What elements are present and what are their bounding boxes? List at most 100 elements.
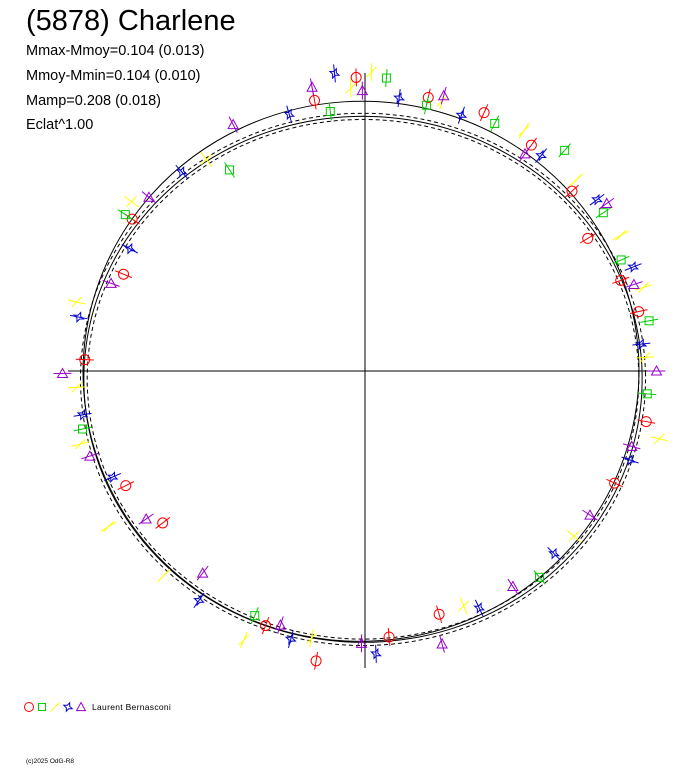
data-point-square-3-shape	[560, 145, 570, 155]
data-point-square-8-shape	[225, 165, 235, 175]
data-point-square-10-shape	[77, 424, 87, 434]
data-point-star-8-shape	[175, 166, 188, 178]
data-point-square-0	[644, 316, 654, 326]
data-point-lightning-17	[458, 600, 470, 612]
error-bar-square-4	[490, 115, 500, 132]
data-point-circle-4-shape	[525, 139, 537, 151]
stat-mmoy-mmin: Mmoy-Mmin=0.104 (0.010)	[26, 68, 201, 84]
data-point-lightning-19	[653, 433, 665, 445]
data-point-square-5	[421, 100, 431, 110]
data-point-circle-17-shape	[433, 608, 445, 620]
legend-symbol-circle-shape	[24, 701, 34, 712]
data-point-star-9	[123, 242, 136, 255]
data-point-star-5	[393, 92, 406, 104]
data-point-circle-13-shape	[157, 517, 169, 529]
error-bar-square-11	[250, 607, 259, 625]
data-point-circle-12-shape	[120, 480, 132, 492]
data-point-square-11	[250, 611, 260, 621]
data-point-triangle-14	[274, 619, 287, 630]
model-curve-mean	[83, 115, 643, 643]
error-bar-square-6	[385, 69, 388, 88]
data-point-circle-4	[525, 139, 537, 151]
data-point-star-7-shape	[283, 108, 296, 121]
error-bar-star-4	[457, 106, 465, 124]
chart-title: (5878) Charlene	[26, 5, 236, 37]
data-point-square-13	[642, 389, 652, 399]
series-square	[73, 69, 659, 625]
data-point-triangle-1-shape	[628, 278, 640, 289]
data-point-circle-12	[120, 480, 132, 492]
legend: Laurent Bernasconi	[22, 698, 171, 713]
data-point-star-14	[284, 633, 297, 646]
data-point-star-13	[193, 594, 205, 607]
error-bar-circle-2	[579, 233, 596, 244]
error-bar-triangle-6	[309, 78, 315, 97]
error-bar-circle-5	[479, 104, 489, 122]
data-point-triangle-10	[56, 367, 69, 378]
data-point-star-10-shape	[72, 311, 85, 323]
error-bar-triangle-17	[507, 578, 519, 595]
legend-symbols	[24, 701, 87, 713]
data-point-star-18-shape	[624, 454, 636, 466]
error-bar-square-0	[640, 318, 659, 323]
error-bar-triangle-4	[440, 86, 447, 105]
error-bar-square-7	[328, 102, 332, 121]
error-bar-square-8	[224, 162, 235, 178]
data-point-star-11	[76, 408, 89, 421]
error-bar-circle-12	[117, 481, 135, 491]
data-point-star-2-shape	[591, 193, 603, 206]
error-bar-star-8	[175, 164, 189, 179]
data-point-square-9-shape	[120, 210, 130, 220]
data-point-circle-15-shape	[310, 655, 322, 667]
data-point-triangle-11	[84, 450, 96, 461]
data-point-circle-3	[566, 185, 578, 197]
legend-symbol-lightning	[50, 701, 60, 712]
data-point-triangle-11-shape	[84, 450, 96, 461]
data-point-circle-1	[615, 274, 627, 286]
error-bar-triangle-9	[102, 279, 120, 287]
data-point-square-9	[120, 210, 130, 220]
error-bar-square-13	[638, 392, 657, 396]
error-bar-circle-15	[314, 651, 319, 670]
error-bar-circle-10	[115, 270, 133, 279]
data-point-lightning-9-shape	[126, 196, 137, 207]
data-point-lightning-6	[366, 66, 377, 78]
data-point-star-7	[283, 108, 296, 121]
error-bar-circle-19	[637, 419, 656, 424]
data-point-star-4	[455, 109, 468, 122]
data-point-lightning-0-shape	[639, 352, 651, 363]
data-point-triangle-0-shape	[650, 364, 663, 376]
data-point-circle-18	[609, 477, 621, 489]
data-point-lightning-8-shape	[201, 154, 212, 165]
data-point-circle-17	[433, 608, 445, 620]
data-point-square-4	[490, 119, 500, 129]
data-point-lightning-18	[568, 530, 580, 542]
data-point-triangle-3-shape	[519, 147, 531, 159]
data-point-square-5-shape	[421, 100, 431, 110]
data-point-star-0-shape	[635, 338, 648, 350]
data-point-lightning-3-shape	[570, 174, 582, 186]
data-point-circle-10-shape	[118, 268, 130, 280]
error-bar-star-0	[632, 342, 651, 346]
data-point-star-0	[635, 338, 648, 350]
data-point-triangle-17-shape	[507, 580, 519, 592]
error-bar-circle-14	[261, 617, 270, 635]
error-bar-triangle-3	[519, 146, 531, 162]
data-point-square-12-shape	[535, 572, 545, 582]
legend-symbol-star	[62, 701, 74, 713]
data-point-lightning-14-shape	[158, 570, 170, 582]
data-point-triangle-16	[436, 637, 448, 649]
data-point-circle-19	[640, 416, 652, 428]
data-point-lightning-11-shape	[71, 382, 83, 393]
model-curves	[80, 100, 646, 647]
data-point-lightning-17-shape	[458, 600, 470, 612]
data-point-triangle-5	[356, 84, 369, 96]
data-point-star-6	[328, 67, 341, 80]
data-point-triangle-5-shape	[356, 84, 369, 96]
error-bar-circle-17	[436, 605, 443, 624]
data-point-triangle-19	[625, 440, 638, 451]
data-point-triangle-15-shape	[355, 637, 368, 648]
legend-symbol-triangle	[75, 701, 87, 711]
data-point-triangle-4-shape	[437, 89, 450, 101]
data-point-lightning-7-shape	[345, 82, 357, 94]
